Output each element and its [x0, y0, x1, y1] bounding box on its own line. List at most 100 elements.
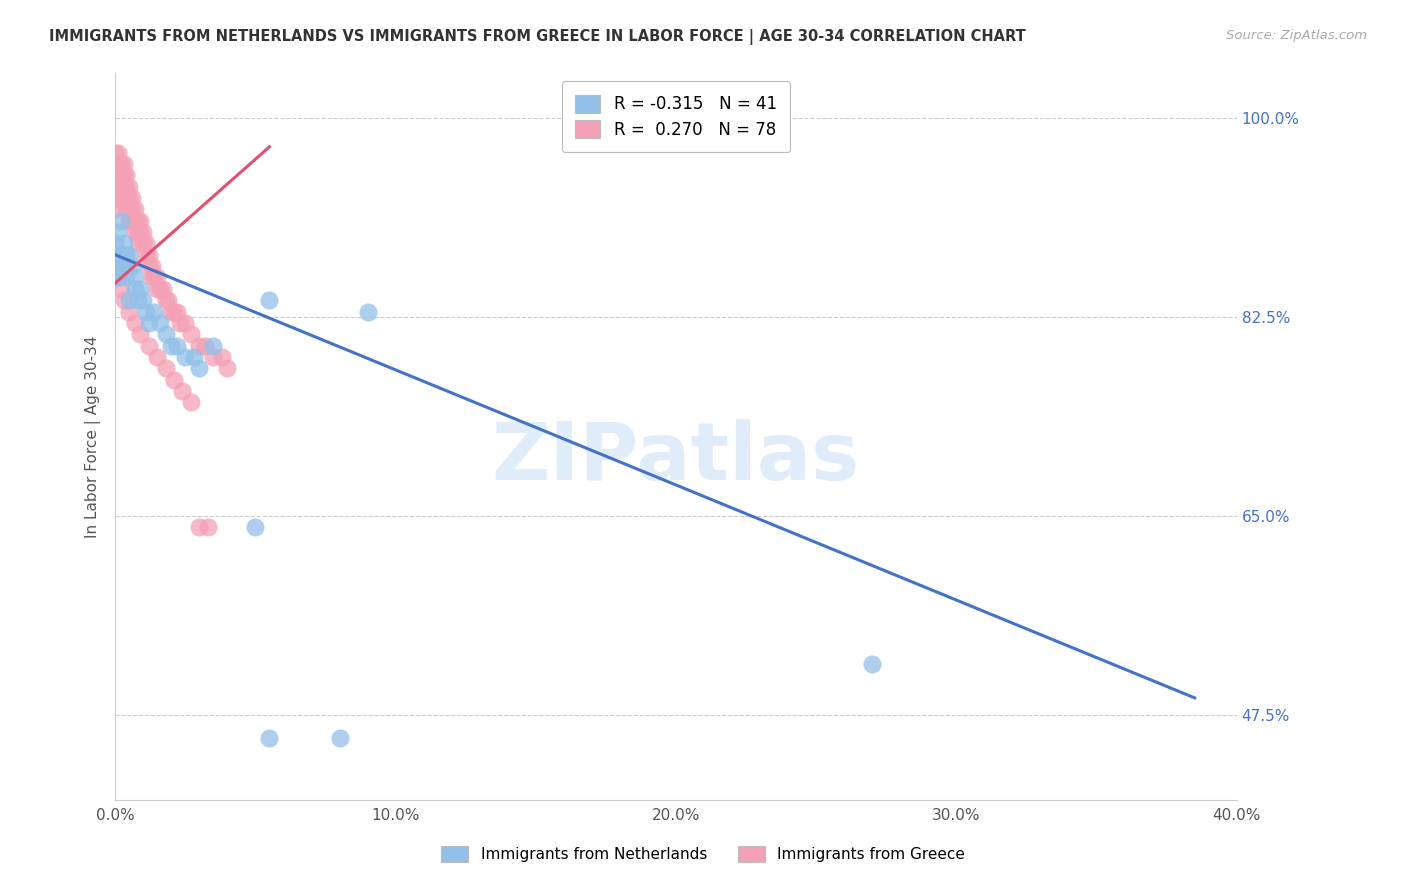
Point [104, 202, 127, 217]
Point [112, 179, 135, 194]
Point [115, 202, 138, 217]
Point [149, 282, 172, 296]
Point [115, 191, 138, 205]
Point [110, 191, 132, 205]
Point [107, 168, 129, 182]
Point [107, 248, 129, 262]
Point [124, 213, 146, 227]
Point [118, 191, 141, 205]
Point [160, 339, 183, 353]
Point [172, 384, 194, 398]
Point [118, 202, 141, 217]
Point [163, 373, 186, 387]
Point [138, 339, 160, 353]
Point [127, 236, 149, 251]
Point [129, 282, 152, 296]
Point [124, 316, 146, 330]
Point [104, 248, 127, 262]
Point [141, 259, 163, 273]
Point [121, 213, 143, 227]
Point [129, 327, 152, 342]
Point [138, 316, 160, 330]
Y-axis label: In Labor Force | Age 30-34: In Labor Force | Age 30-34 [86, 335, 101, 538]
Point [127, 213, 149, 227]
Point [124, 270, 146, 285]
Point [112, 168, 135, 182]
Point [110, 248, 132, 262]
Point [166, 339, 188, 353]
Point [112, 191, 135, 205]
Point [259, 293, 281, 308]
Point [112, 293, 135, 308]
Point [107, 145, 129, 160]
Point [118, 248, 141, 262]
Point [124, 202, 146, 217]
Point [104, 270, 127, 285]
Point [110, 213, 132, 227]
Point [197, 520, 219, 534]
Point [132, 293, 155, 308]
Point [104, 236, 127, 251]
Point [163, 304, 186, 318]
Point [180, 395, 202, 409]
Point [188, 361, 211, 376]
Point [146, 282, 169, 296]
Point [107, 270, 129, 285]
Point [135, 248, 157, 262]
Point [180, 327, 202, 342]
Point [118, 179, 141, 194]
Point [135, 304, 157, 318]
Point [107, 191, 129, 205]
Point [174, 350, 197, 364]
Point [104, 179, 127, 194]
Point [155, 361, 177, 376]
Point [107, 270, 129, 285]
Point [112, 248, 135, 262]
Point [860, 657, 883, 671]
Point [112, 157, 135, 171]
Point [104, 145, 127, 160]
Point [194, 339, 217, 353]
Point [110, 168, 132, 182]
Point [143, 270, 166, 285]
Point [115, 248, 138, 262]
Legend: R = -0.315   N = 41, R =  0.270   N = 78: R = -0.315 N = 41, R = 0.270 N = 78 [562, 81, 790, 152]
Point [129, 213, 152, 227]
Text: Source: ZipAtlas.com: Source: ZipAtlas.com [1226, 29, 1367, 42]
Point [110, 157, 132, 171]
Point [155, 293, 177, 308]
Point [112, 236, 135, 251]
Point [146, 350, 169, 364]
Text: IMMIGRANTS FROM NETHERLANDS VS IMMIGRANTS FROM GREECE IN LABOR FORCE | AGE 30-34: IMMIGRANTS FROM NETHERLANDS VS IMMIGRANT… [49, 29, 1026, 45]
Point [328, 731, 350, 745]
Point [217, 361, 239, 376]
Point [356, 304, 378, 318]
Point [110, 259, 132, 273]
Point [104, 191, 127, 205]
Point [155, 327, 177, 342]
Point [110, 282, 132, 296]
Point [132, 236, 155, 251]
Point [107, 259, 129, 273]
Point [118, 293, 141, 308]
Point [202, 339, 225, 353]
Point [138, 259, 160, 273]
Point [121, 259, 143, 273]
Point [110, 179, 132, 194]
Point [211, 350, 233, 364]
Point [104, 157, 127, 171]
Point [118, 213, 141, 227]
Point [107, 157, 129, 171]
Point [160, 304, 183, 318]
Point [107, 179, 129, 194]
Point [124, 225, 146, 239]
Point [121, 191, 143, 205]
Point [115, 179, 138, 194]
Point [115, 270, 138, 285]
Point [118, 304, 141, 318]
Point [127, 293, 149, 308]
Point [143, 304, 166, 318]
Point [127, 225, 149, 239]
Point [245, 520, 267, 534]
Point [104, 168, 127, 182]
